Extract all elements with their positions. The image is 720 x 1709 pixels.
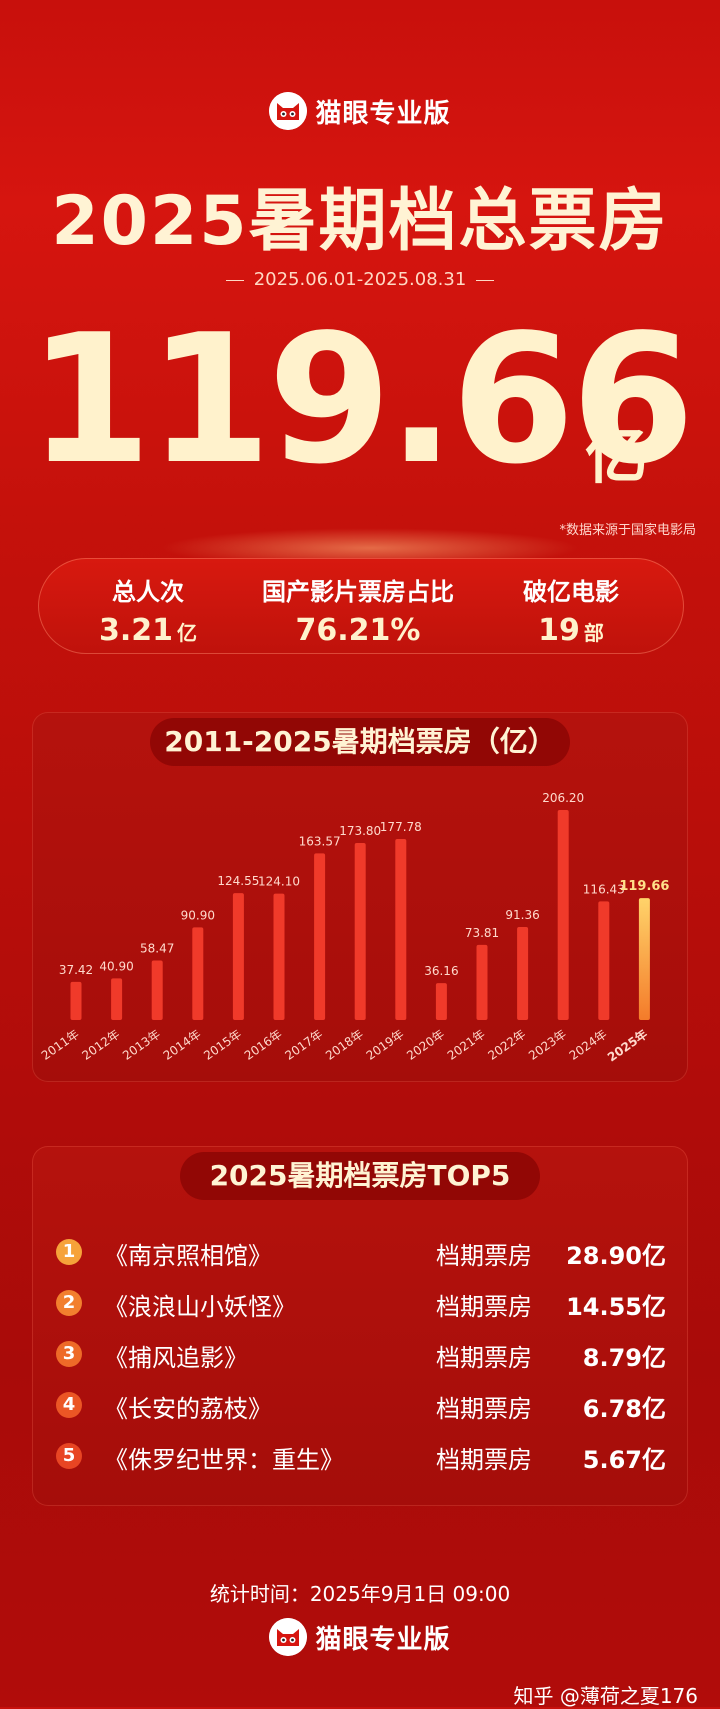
- bar-value-label: 40.90: [99, 959, 133, 973]
- bar-value-label: 37.42: [59, 963, 93, 977]
- bar-value-label: 58.47: [140, 941, 174, 955]
- bar-2024年: [598, 901, 610, 1020]
- stat-domestic-share: 国产影片票房占比 76.21%: [223, 572, 493, 648]
- bar-2019年: [395, 838, 407, 1020]
- bar-value-label: 73.81: [465, 926, 499, 940]
- bar-value-label: 116.43: [583, 882, 625, 896]
- x-tick-label: 2012年: [79, 1027, 122, 1063]
- film-name: 《南京照相馆》: [104, 1242, 272, 1270]
- bar-2017年: [314, 853, 326, 1020]
- period-label: 档期票房: [436, 1242, 532, 1270]
- x-tick-label: 2024年: [567, 1027, 610, 1063]
- x-tick-label: 2011年: [39, 1027, 82, 1063]
- x-tick-label: 2013年: [120, 1027, 163, 1063]
- rank-badge-icon: 1: [56, 1239, 82, 1265]
- stat-value: 19 部: [538, 613, 604, 648]
- stat-admissions: 总人次 3.21 亿: [88, 572, 208, 648]
- bar-2020年: [435, 983, 447, 1020]
- bar-2018年: [354, 842, 366, 1020]
- header-brand: 猫眼专业版: [0, 92, 720, 134]
- top5-panel: [32, 1146, 688, 1506]
- period-label: 档期票房: [436, 1446, 532, 1474]
- bar-value-label: 163.57: [299, 834, 341, 848]
- bar-2025年: [638, 898, 650, 1020]
- cat-icon: [269, 92, 308, 130]
- bar-2021年: [476, 944, 488, 1020]
- film-box-office: 28.90亿: [566, 1242, 666, 1270]
- film-name: 《捕风追影》: [104, 1344, 248, 1372]
- stat-label: 国产影片票房占比: [262, 578, 454, 606]
- cat-icon: [269, 1618, 308, 1656]
- bar-value-label: 206.20: [542, 791, 584, 805]
- film-box-office: 6.78亿: [582, 1395, 666, 1423]
- stat-100m-films: 破亿电影 19 部: [496, 572, 646, 648]
- brand-name: 猫眼专业版: [315, 1624, 451, 1655]
- x-tick-label: 2015年: [201, 1027, 244, 1063]
- film-name: 《浪浪山小妖怪》: [104, 1293, 296, 1321]
- watermark: 知乎 @薄荷之夏176: [513, 1684, 698, 1708]
- bar-2023年: [557, 810, 569, 1020]
- brand-name: 猫眼专业版: [315, 98, 451, 129]
- period-label: 档期票房: [436, 1293, 532, 1321]
- bar-value-label: 91.36: [505, 908, 539, 922]
- period-label: 档期票房: [436, 1395, 532, 1423]
- source-note: *数据来源于国家电影局: [559, 523, 696, 538]
- bar-value-label: 124.10: [258, 875, 300, 889]
- x-tick-label: 2021年: [445, 1027, 488, 1063]
- date-range-text: 2025.06.01-2025.08.31: [253, 269, 467, 290]
- x-tick-label: 2019年: [364, 1027, 407, 1063]
- bar-value-label: 119.66: [619, 879, 669, 894]
- bar-value-label: 90.90: [181, 908, 215, 922]
- period-label: 档期票房: [436, 1344, 532, 1372]
- bar-2016年: [273, 893, 285, 1020]
- film-box-office: 14.55亿: [566, 1293, 666, 1321]
- chart-title: 2011-2025暑期档票房（亿）: [150, 718, 570, 766]
- stat-label: 总人次: [112, 578, 184, 606]
- film-box-office: 8.79亿: [582, 1344, 666, 1372]
- x-tick-label: 2022年: [485, 1027, 528, 1063]
- x-tick-label: 2025年: [604, 1026, 650, 1064]
- film-box-office: 5.67亿: [582, 1446, 666, 1474]
- bar-2022年: [517, 926, 529, 1020]
- top5-row: 2 《浪浪山小妖怪》 档期票房 14.55亿: [56, 1283, 666, 1323]
- stat-value: 76.21%: [295, 613, 421, 648]
- stat-value: 3.21 亿: [98, 613, 198, 648]
- top5-row: 1 《南京照相馆》 档期票房 28.90亿: [56, 1232, 666, 1272]
- top5-row: 5 《侏罗纪世界：重生》 档期票房 5.67亿: [56, 1436, 666, 1476]
- x-tick-label: 2020年: [404, 1027, 447, 1063]
- rank-badge-icon: 3: [56, 1341, 82, 1367]
- bar-value-label: 177.78: [380, 820, 422, 834]
- film-name: 《长安的荔枝》: [104, 1395, 272, 1423]
- page-title: 2025暑期档总票房: [51, 182, 669, 261]
- stat-time: 统计时间：2025年9月1日 09:00: [209, 1582, 511, 1606]
- top5-row: 4 《长安的荔枝》 档期票房 6.78亿: [56, 1385, 666, 1425]
- total-unit: 亿: [585, 419, 648, 492]
- bar-2011年: [70, 981, 82, 1020]
- x-tick-label: 2014年: [161, 1027, 204, 1063]
- box-office-bar-chart: 37.42 2011年 40.90 2012年 58.47 2013年 90.90 2014年…: [39, 791, 670, 1065]
- bar-value-label: 36.16: [424, 964, 458, 978]
- bar-2015年: [232, 893, 244, 1020]
- bar-2014年: [192, 927, 204, 1020]
- x-tick-label: 2023年: [526, 1027, 569, 1063]
- footer-brand: 猫眼专业版: [0, 1618, 720, 1660]
- top5-title: 2025暑期档票房TOP5: [180, 1152, 540, 1200]
- bar-2013年: [151, 960, 163, 1020]
- film-name: 《侏罗纪世界：重生》: [104, 1446, 344, 1474]
- bar-value-label: 173.80: [339, 824, 381, 838]
- stat-label: 破亿电影: [523, 578, 619, 606]
- date-range: 2025.06.01-2025.08.31: [0, 269, 720, 290]
- top5-row: 3 《捕风追影》 档期票房 8.79亿: [56, 1334, 666, 1374]
- bar-value-label: 124.55: [217, 874, 259, 888]
- x-tick-label: 2018年: [323, 1027, 366, 1063]
- total-box-office: 119.66: [28, 296, 695, 503]
- stats-bar: 总人次 3.21 亿 国产影片票房占比 76.21% 破亿电影 19 部: [38, 558, 684, 654]
- rank-badge-icon: 2: [56, 1290, 82, 1316]
- x-tick-label: 2016年: [242, 1027, 285, 1063]
- rank-badge-icon: 5: [56, 1443, 82, 1469]
- x-tick-label: 2017年: [282, 1027, 325, 1063]
- rank-badge-icon: 4: [56, 1392, 82, 1418]
- bar-2012年: [111, 978, 123, 1020]
